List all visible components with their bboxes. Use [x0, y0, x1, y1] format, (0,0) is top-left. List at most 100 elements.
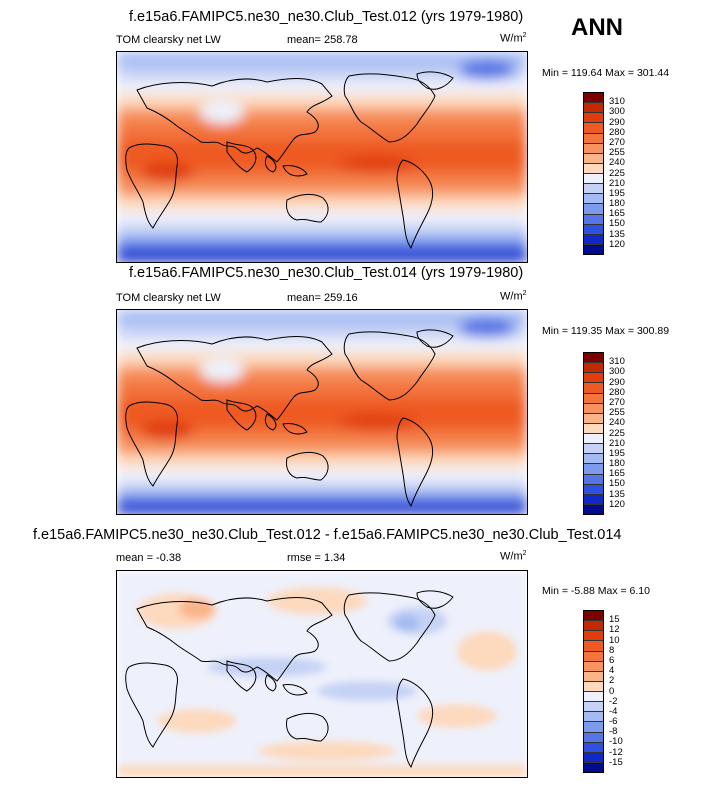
colorbar-tick-label: 135	[609, 488, 625, 500]
colorbar-swatch	[584, 742, 603, 753]
colorbar-tick-label: 255	[609, 407, 625, 419]
panel-1-colorbar	[583, 92, 604, 255]
season-label: ANN	[571, 14, 623, 41]
colorbar-tick-label: 270	[609, 396, 625, 408]
colorbar-swatch	[584, 234, 603, 245]
panel-3-rmse: rmse = 1.34	[287, 552, 346, 564]
colorbar-swatch	[584, 353, 603, 364]
panel-1-colorbar-labels: 310 300 290 280 270 255 240 225 210 195 180 165 150 1…	[609, 92, 649, 255]
colorbar-swatch	[584, 174, 603, 185]
panel-3-map	[116, 570, 528, 778]
colorbar-swatch	[584, 184, 603, 195]
colorbar-swatch	[584, 224, 603, 235]
colorbar-tick-label: 210	[609, 437, 625, 449]
colorbar-tick-label: 12	[609, 624, 620, 636]
colorbar-swatch	[584, 423, 603, 434]
colorbar-tick-label: -12	[609, 746, 623, 758]
panel-2-variable: TOM clearsky net LW	[116, 292, 221, 304]
colorbar-tick-label: 255	[609, 147, 625, 159]
colorbar-swatch	[584, 133, 603, 144]
colorbar-swatch	[584, 434, 603, 445]
colorbar-tick-label: 6	[609, 654, 615, 666]
panel-1-mean: mean= 258.78	[287, 34, 358, 46]
colorbar-swatch	[584, 661, 603, 672]
panel-1-title: f.e15a6.FAMIPC5.ne30_ne30.Club_Test.012 …	[129, 9, 524, 25]
colorbar-swatch	[584, 752, 603, 763]
colorbar-swatch	[584, 163, 603, 174]
panel-1-map	[116, 51, 528, 263]
colorbar-swatch	[584, 692, 603, 703]
colorbar-swatch	[584, 762, 603, 772]
colorbar-tick-label: 120	[609, 498, 625, 510]
colorbar-swatch	[584, 363, 603, 374]
colorbar-swatch	[584, 722, 603, 733]
colorbar-tick-label: 280	[609, 386, 625, 398]
panel-3-minmax: Min = -5.88 Max = 6.10	[542, 585, 650, 597]
colorbar-swatch	[584, 403, 603, 414]
colorbar-swatch	[584, 631, 603, 642]
panel-2-colorbar	[583, 352, 604, 515]
panel-3-units: W/m2	[500, 550, 527, 563]
colorbar-swatch	[584, 464, 603, 475]
colorbar-swatch	[584, 244, 603, 254]
colorbar-swatch	[584, 103, 603, 114]
colorbar-swatch	[584, 383, 603, 394]
colorbar-tick-label: -6	[609, 716, 618, 728]
colorbar-swatch	[584, 143, 603, 154]
colorbar-tick-label: 195	[609, 447, 625, 459]
panel-2-map	[116, 309, 528, 515]
colorbar-tick-label: 300	[609, 366, 625, 378]
panel-1-variable: TOM clearsky net LW	[116, 34, 221, 46]
colorbar-swatch	[584, 204, 603, 215]
panel-1-minmax: Min = 119.64 Max = 301.44	[542, 67, 670, 79]
panel-1-units: W/m2	[500, 32, 527, 45]
panel-3-colorbar-labels: 15 12 10 8 6 4 2 0 -2 -4 -6 -8 -10 -12 -15	[609, 610, 649, 773]
colorbar-swatch	[584, 732, 603, 743]
colorbar-tick-label: 180	[609, 198, 625, 210]
colorbar-tick-label: 310	[609, 96, 625, 108]
colorbar-tick-label: 290	[609, 116, 625, 128]
colorbar-swatch	[584, 413, 603, 424]
panel-2-mean: mean= 259.16	[287, 292, 358, 304]
colorbar-tick-label: 270	[609, 136, 625, 148]
colorbar-tick-label: 300	[609, 106, 625, 118]
colorbar-tick-label: 135	[609, 228, 625, 240]
colorbar-swatch	[584, 611, 603, 622]
colorbar-swatch	[584, 153, 603, 164]
colorbar-tick-label: -10	[609, 736, 623, 748]
colorbar-tick-label: 195	[609, 187, 625, 199]
colorbar-swatch	[584, 474, 603, 485]
colorbar-tick-label: -2	[609, 695, 618, 707]
colorbar-swatch	[584, 671, 603, 682]
colorbar-swatch	[584, 712, 603, 723]
colorbar-swatch	[584, 484, 603, 495]
colorbar-swatch	[584, 651, 603, 662]
colorbar-swatch	[584, 123, 603, 134]
colorbar-tick-label: 120	[609, 238, 625, 250]
panel-2-minmax: Min = 119.35 Max = 300.89	[542, 325, 670, 337]
colorbar-swatch	[584, 504, 603, 514]
colorbar-tick-label: 10	[609, 634, 620, 646]
colorbar-tick-label: 210	[609, 177, 625, 189]
colorbar-tick-label: -8	[609, 726, 618, 738]
colorbar-tick-label: 165	[609, 208, 625, 220]
colorbar-swatch	[584, 621, 603, 632]
colorbar-swatch	[584, 702, 603, 713]
colorbar-swatch	[584, 454, 603, 465]
colorbar-swatch	[584, 373, 603, 384]
panel-2-units: W/m2	[500, 290, 527, 303]
colorbar-tick-label: 240	[609, 417, 625, 429]
colorbar-tick-label: 8	[609, 644, 615, 656]
panel-3-mean: mean = -0.38	[116, 552, 182, 564]
colorbar-tick-label: -15	[609, 756, 623, 768]
colorbar-tick-label: 150	[609, 218, 625, 230]
colorbar-swatch	[584, 681, 603, 692]
colorbar-swatch	[584, 194, 603, 205]
colorbar-swatch	[584, 113, 603, 124]
colorbar-swatch	[584, 641, 603, 652]
colorbar-tick-label: 225	[609, 167, 625, 179]
colorbar-tick-label: -4	[609, 705, 618, 717]
panel-3-title: f.e15a6.FAMIPC5.ne30_ne30.Club_Test.012 …	[33, 527, 622, 543]
panel-2-title: f.e15a6.FAMIPC5.ne30_ne30.Club_Test.014 …	[129, 265, 524, 281]
colorbar-swatch	[584, 494, 603, 505]
